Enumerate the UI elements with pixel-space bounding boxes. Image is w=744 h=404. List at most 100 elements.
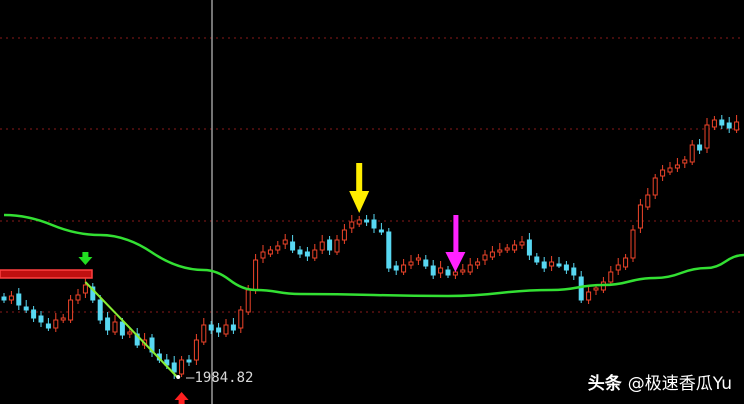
watermark: 头条 @极速香瓜Yu: [588, 369, 732, 394]
candle-up: [438, 267, 444, 274]
magenta-down-arrow-icon: [445, 215, 466, 272]
candle-down: [290, 241, 296, 251]
candle-up: [704, 124, 710, 149]
candle-up: [356, 219, 362, 225]
candle-down: [208, 324, 214, 331]
candle-up: [68, 299, 74, 321]
candle-down: [386, 231, 392, 269]
candle-down: [304, 251, 310, 257]
candle-up: [512, 244, 518, 251]
candle-down: [364, 219, 370, 223]
candle-up: [549, 261, 555, 267]
candle-down: [541, 261, 547, 269]
candle-up: [623, 257, 629, 268]
candle-up: [615, 264, 621, 271]
candle-down: [571, 267, 577, 276]
candle-up: [660, 169, 666, 177]
candle-down: [186, 359, 192, 363]
watermark-brand: 头条: [587, 374, 622, 394]
resistance-bar: [0, 269, 93, 279]
candle-up: [734, 121, 740, 131]
candle-down: [1, 296, 7, 301]
candle-up: [260, 251, 266, 259]
candle-down: [726, 122, 732, 129]
candle-up: [179, 359, 185, 375]
candle-up: [593, 287, 599, 291]
low-point: [176, 375, 181, 379]
candle-down: [230, 324, 236, 331]
candle-down: [393, 265, 399, 271]
candle-down: [327, 239, 333, 251]
candle-up: [497, 249, 503, 253]
candle-down: [563, 264, 569, 271]
candle-down: [31, 309, 37, 319]
candle-up: [489, 251, 495, 258]
candle-up: [482, 254, 488, 261]
candle-down: [38, 315, 44, 323]
candle-up: [223, 324, 229, 335]
candle-up: [60, 317, 66, 321]
candle-up: [349, 221, 355, 229]
candle-up: [711, 119, 717, 128]
candle-up: [682, 159, 688, 164]
watermark-handle: @极速香瓜Yu: [627, 374, 732, 394]
candle-up: [282, 239, 288, 245]
candle-up: [53, 319, 59, 329]
candle-up: [460, 269, 466, 273]
yellow-down-arrow-icon: [349, 163, 370, 213]
candle-up: [586, 291, 592, 301]
candle-down: [534, 256, 540, 263]
moving-average-line: [3, 213, 744, 298]
candle-up: [652, 177, 658, 196]
candle-down: [90, 286, 96, 301]
low-value: 1984.82: [194, 370, 254, 386]
candle-down: [97, 299, 103, 321]
candle-up: [408, 261, 414, 266]
candle-up: [630, 229, 636, 259]
candle-up: [8, 295, 14, 301]
candle-up: [275, 245, 281, 251]
candle-up: [519, 241, 525, 246]
candle-down: [445, 269, 451, 276]
green-down-arrow-icon: [78, 252, 93, 265]
candle-down: [578, 276, 584, 301]
candle-down: [16, 293, 22, 306]
candle-up: [645, 194, 651, 208]
candle-up: [334, 239, 340, 253]
candle-down: [134, 333, 140, 346]
candle-up: [475, 261, 481, 266]
candle-down: [378, 229, 384, 233]
candle-up: [127, 331, 133, 335]
price-low-label: —1984.82: [186, 370, 254, 386]
candle-down: [423, 259, 429, 267]
candle-down: [216, 327, 222, 333]
candle-up: [238, 309, 244, 329]
candle-down: [297, 249, 303, 255]
candle-up: [253, 259, 259, 291]
candle-down: [105, 317, 111, 331]
candle-down: [719, 119, 725, 126]
candle-up: [608, 271, 614, 283]
candle-up: [312, 249, 318, 259]
candle-up: [415, 257, 421, 261]
candle-down: [430, 265, 436, 276]
candle-up: [467, 264, 473, 273]
candle-down: [556, 263, 562, 267]
candle-up: [637, 204, 643, 229]
candle-down: [23, 306, 29, 311]
candle-down: [526, 239, 532, 256]
candle-down: [697, 144, 703, 151]
candle-up: [319, 241, 325, 251]
candle-up: [401, 264, 407, 273]
candle-up: [112, 321, 118, 333]
candle-up: [245, 289, 251, 313]
candle-up: [201, 324, 207, 343]
trend-line: [84, 281, 178, 378]
candle-up: [689, 144, 695, 163]
candle-down: [119, 321, 125, 336]
candle-down: [45, 323, 51, 329]
candle-up: [82, 284, 88, 294]
candle-up: [667, 167, 673, 173]
